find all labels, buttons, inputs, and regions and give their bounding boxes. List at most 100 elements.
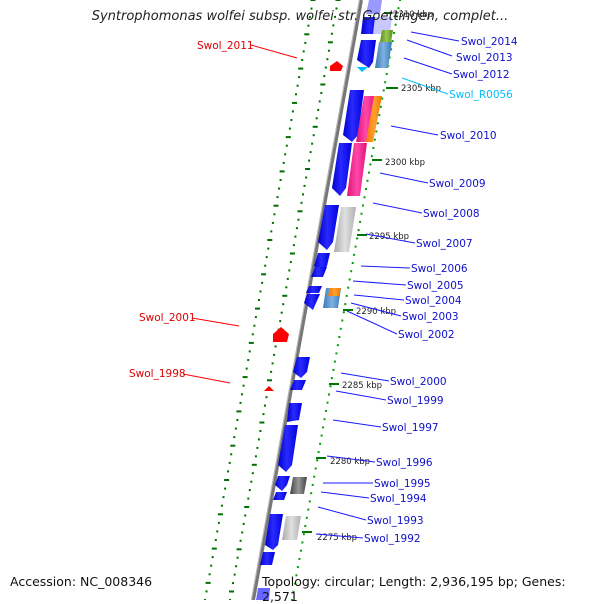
ruler-tick <box>305 516 308 519</box>
ruler-tick <box>233 573 236 576</box>
gene-label: Swol_1992 <box>364 533 421 545</box>
feature-swol-2005 <box>311 267 327 277</box>
gene-label: Swol_2008 <box>423 208 480 220</box>
gene-label: Swol_1995 <box>374 478 431 490</box>
forward-label-leaders <box>315 31 460 539</box>
ruler-tick <box>262 413 265 416</box>
ruler-tick <box>302 533 305 536</box>
kbp-label: 2295 kbp <box>369 232 409 242</box>
ruler-tick <box>384 81 387 84</box>
gene-label: Swol_2009 <box>429 178 486 190</box>
ruler-tick <box>286 277 289 280</box>
ruler-tick <box>325 410 327 412</box>
rna-label-leader <box>401 77 449 95</box>
feature-swol-2009-blue <box>332 143 352 196</box>
ruler-tick <box>297 218 300 221</box>
ruler-tick <box>320 83 326 86</box>
ruler-tick <box>311 483 314 486</box>
ruler-tick <box>324 66 327 69</box>
ruler-tick <box>372 146 375 149</box>
ruler-tick <box>230 453 233 456</box>
ruler-tick <box>251 472 254 475</box>
feature-swol-1995-dark <box>290 477 307 494</box>
ruler-tick <box>382 89 385 92</box>
ruler-tick <box>298 67 304 70</box>
ruler-tick <box>332 24 335 27</box>
ruler-tick <box>333 360 336 363</box>
feature-swol-1993-grey <box>282 516 301 540</box>
ruler-tick <box>310 0 316 1</box>
ruler-tick <box>248 341 254 344</box>
ruler-tick <box>221 504 223 507</box>
ruler-tick <box>316 459 319 462</box>
ruler-tick <box>285 136 291 139</box>
ruler-tick <box>264 404 266 407</box>
gene-label: Swol_2001 <box>139 312 196 324</box>
ruler-tick <box>362 204 364 207</box>
ruler-tick <box>334 15 336 18</box>
ruler-tick <box>236 419 239 421</box>
ruler-tick <box>284 153 287 156</box>
ruler-tick <box>399 0 401 1</box>
reverse-label-leaders <box>182 44 298 384</box>
ruler-tick <box>317 108 320 111</box>
ruler-tick <box>330 32 333 35</box>
ruler-tick <box>300 201 303 204</box>
ruler-tick <box>282 161 285 164</box>
ruler-tick <box>315 117 318 120</box>
ruler-tick <box>303 184 306 187</box>
kbp-label: 2305 kbp <box>401 84 441 94</box>
ruler-tick <box>379 105 382 108</box>
ruler-tick <box>257 438 260 441</box>
ruler-tick <box>301 59 304 61</box>
ruler-tick <box>254 455 257 458</box>
kbp-label: 2310 kbp <box>393 10 433 20</box>
ruler-tick <box>375 130 378 133</box>
ruler-tick <box>338 336 341 338</box>
ruler-tick <box>241 531 244 534</box>
ruler-tick <box>295 227 298 230</box>
ruler-tick <box>253 324 256 327</box>
gene-label: Swol_2012 <box>453 69 510 81</box>
ruler-tick <box>295 93 297 96</box>
ruler-tick <box>273 213 276 216</box>
ruler-tick <box>310 492 313 495</box>
ruler-tick <box>376 122 379 125</box>
ruler-tick <box>318 100 321 103</box>
ruler-tick <box>335 352 338 355</box>
ruler-tick <box>288 269 291 272</box>
ruler-tick <box>341 319 344 322</box>
ruler-tick <box>278 187 281 190</box>
ruler-tick <box>233 436 236 439</box>
kbp-label: 2290 kbp <box>356 307 396 317</box>
gene-label: Swol_2011 <box>197 40 254 52</box>
ruler-tick <box>236 556 239 559</box>
ruler-tick <box>304 41 307 44</box>
feature-swol-1998 <box>264 386 274 391</box>
ruler-tick <box>294 582 296 585</box>
ruler-tick <box>291 110 294 113</box>
ruler-tick <box>261 281 264 284</box>
ruler-tick <box>267 247 270 250</box>
ruler-tick <box>216 530 219 533</box>
ruler-tick <box>242 384 245 387</box>
reverse-strand-features <box>264 61 343 391</box>
ruler-tick <box>314 467 317 470</box>
feature-swol-2010-orange <box>366 96 382 142</box>
outer-ruler <box>204 0 316 601</box>
ruler-tick <box>297 210 303 213</box>
ruler-tick <box>274 345 277 348</box>
ruler-tick <box>273 204 279 207</box>
gene-label: Swol_2014 <box>461 36 518 48</box>
ruler-tick <box>227 470 230 473</box>
ruler-tick <box>298 557 301 560</box>
ruler-tick <box>322 426 325 429</box>
feature-swol-2000 <box>293 357 310 378</box>
ruler-tick <box>251 333 254 336</box>
ruler-tick <box>239 539 242 542</box>
ruler-tick <box>344 303 347 306</box>
ruler-tick <box>258 299 260 301</box>
ruler-tick <box>357 229 360 232</box>
